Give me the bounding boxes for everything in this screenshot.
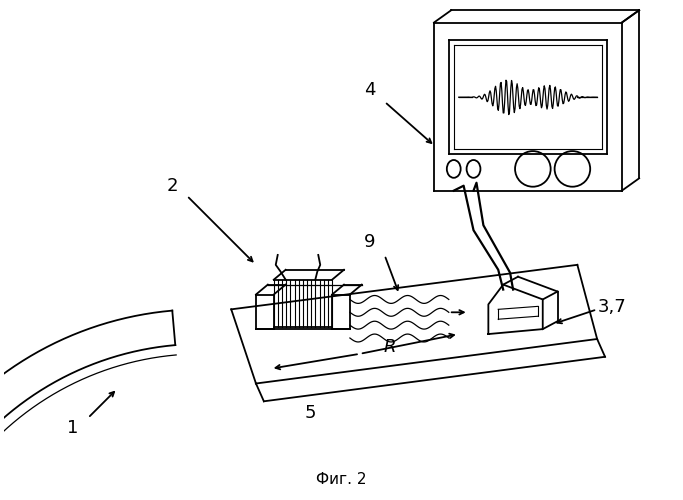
Text: 5: 5 [305, 404, 316, 422]
Text: 2: 2 [166, 176, 178, 194]
Text: 4: 4 [364, 81, 376, 99]
Text: 9: 9 [364, 233, 376, 251]
Text: R: R [383, 338, 395, 356]
Text: 1: 1 [68, 419, 79, 437]
Text: Фиг. 2: Фиг. 2 [316, 472, 366, 487]
Text: 3,7: 3,7 [598, 298, 626, 316]
